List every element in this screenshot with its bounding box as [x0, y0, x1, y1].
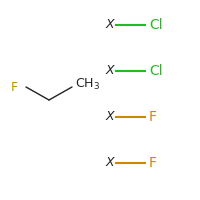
- Text: F: F: [149, 156, 157, 170]
- Text: X: X: [106, 110, 114, 123]
- Text: F: F: [149, 110, 157, 124]
- Text: Cl: Cl: [149, 18, 163, 32]
- Text: Cl: Cl: [149, 64, 163, 78]
- Text: X: X: [106, 156, 114, 170]
- Text: F: F: [10, 81, 18, 94]
- Text: CH$_3$: CH$_3$: [75, 76, 100, 92]
- Text: X: X: [106, 64, 114, 77]
- Text: X: X: [106, 19, 114, 31]
